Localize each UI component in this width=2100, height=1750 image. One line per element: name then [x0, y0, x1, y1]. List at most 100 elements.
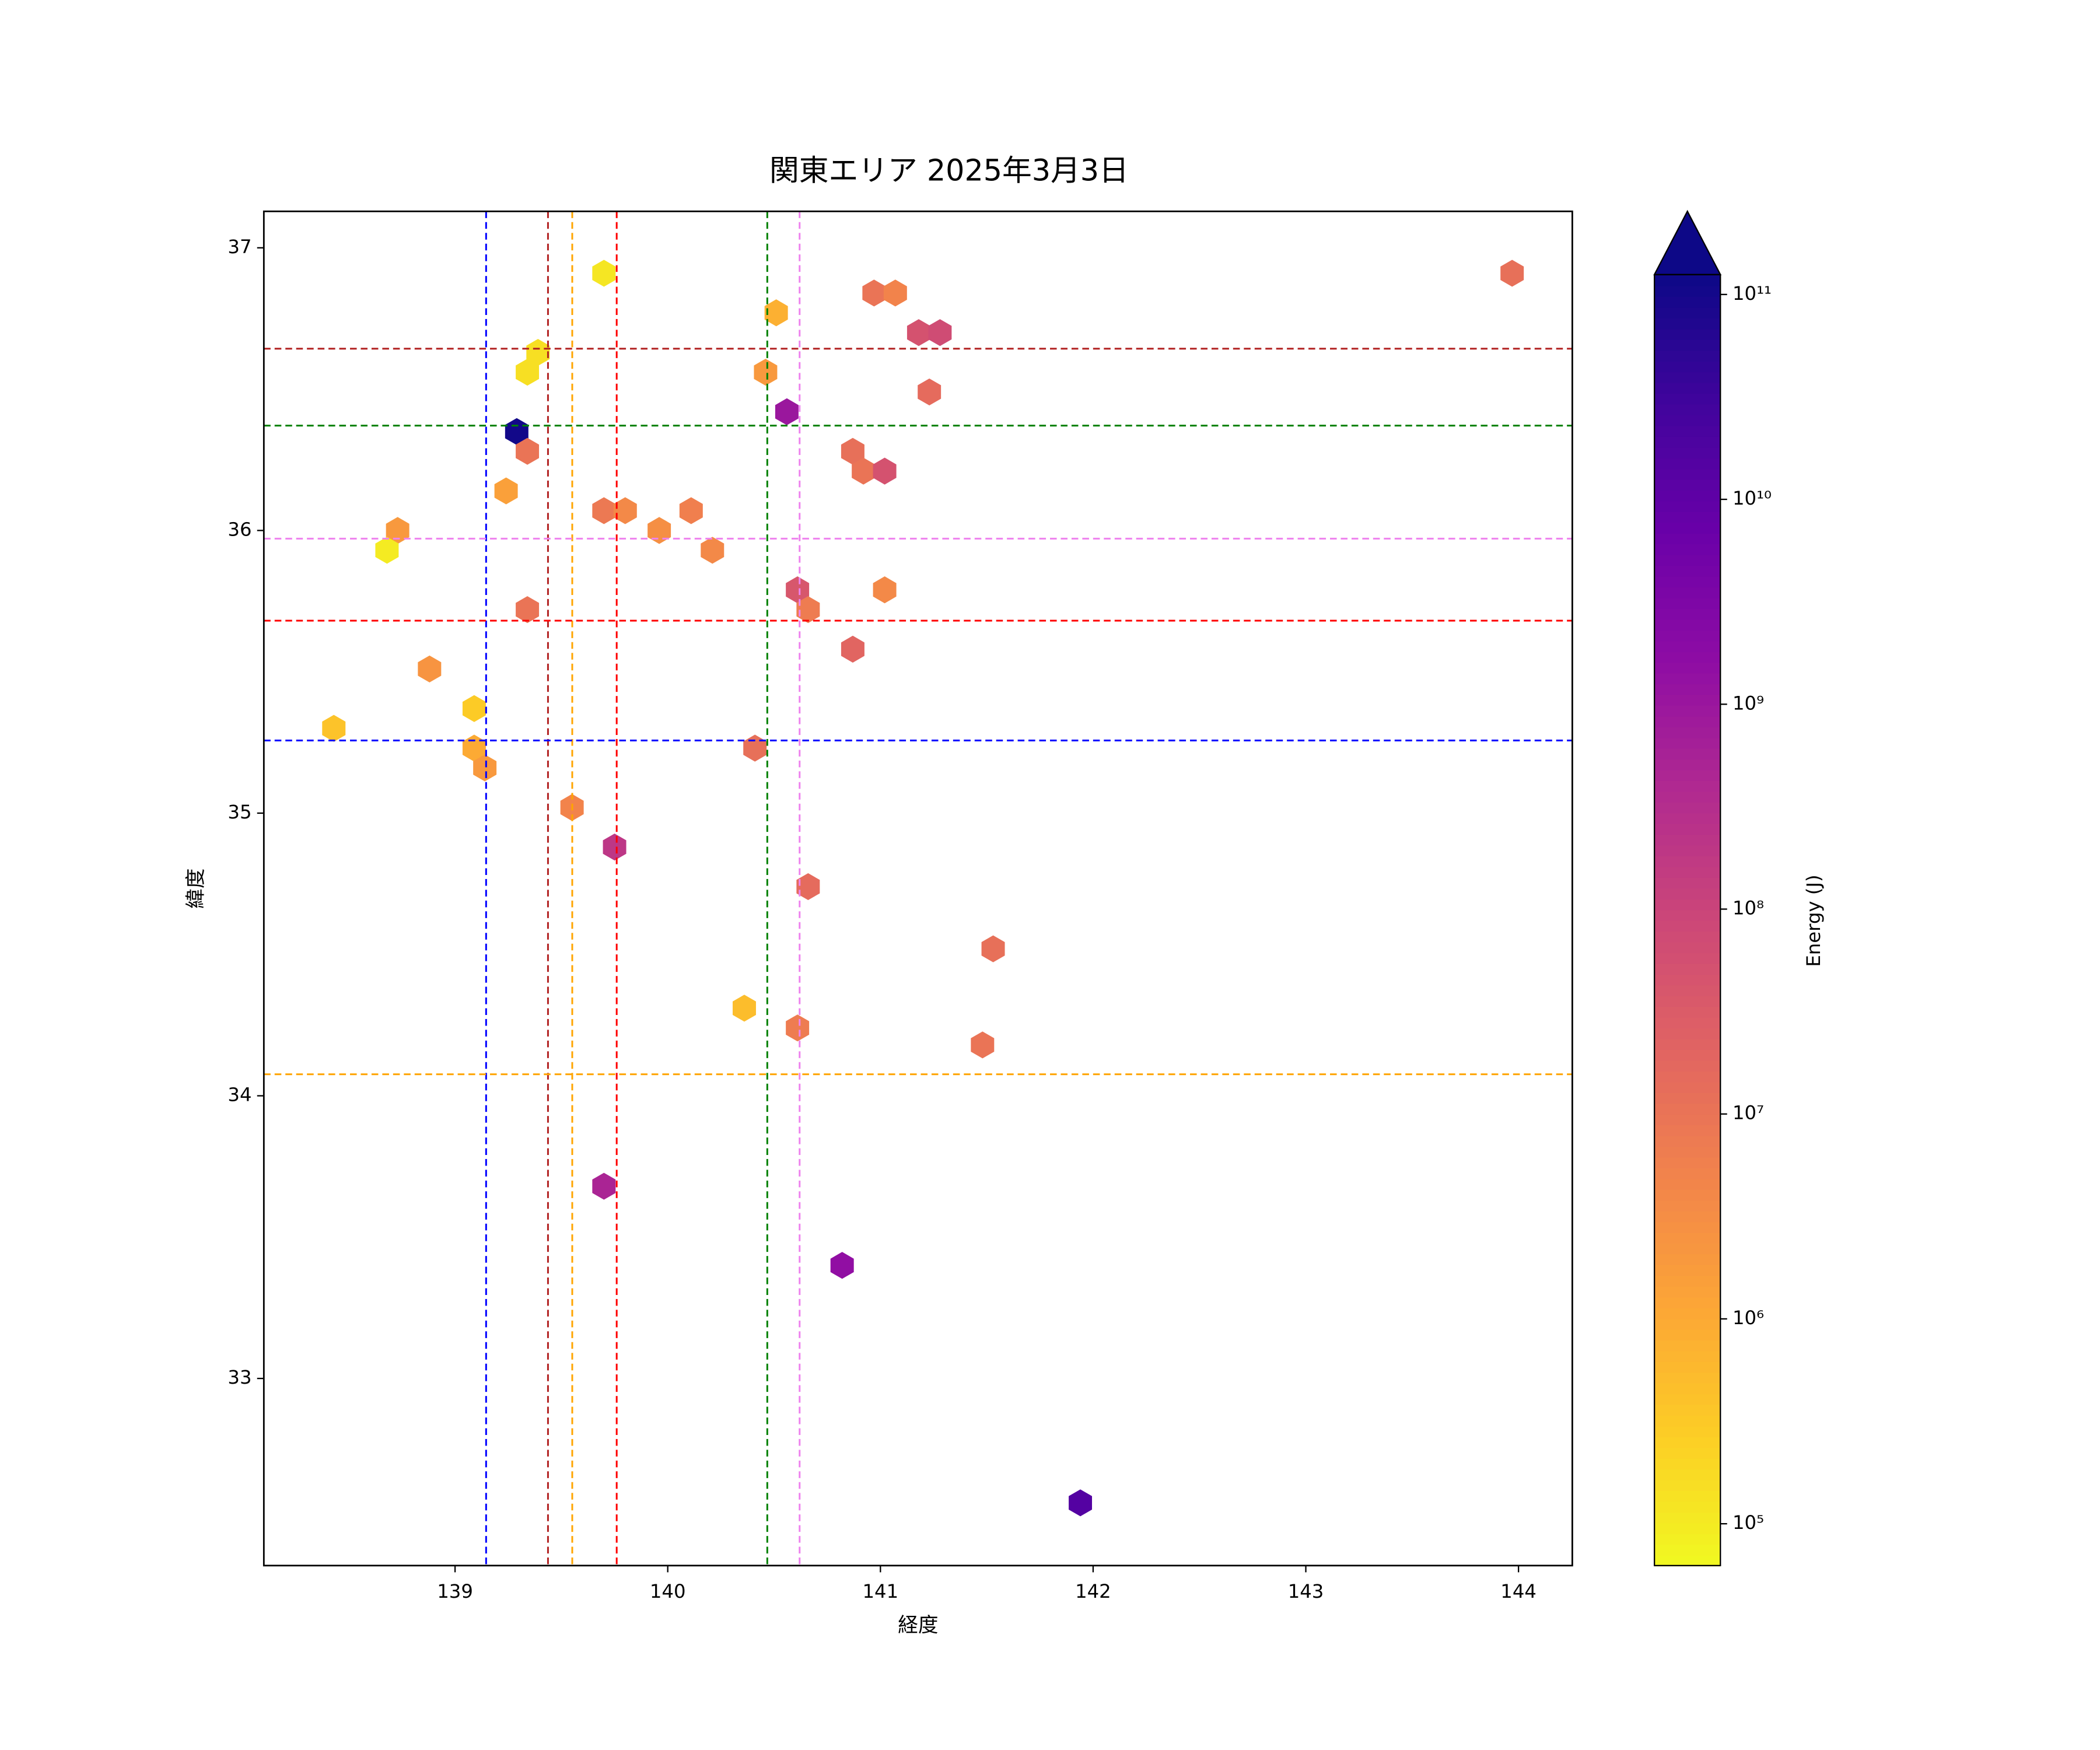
colorbar-segment	[1654, 1264, 1721, 1276]
colorbar-tick-label: 10⁶	[1732, 1307, 1764, 1329]
colorbar-segment	[1654, 930, 1721, 943]
colorbar-segment	[1654, 317, 1721, 330]
x-tick-label: 144	[1500, 1580, 1536, 1602]
hexbin-cell	[648, 517, 671, 544]
colorbar-tick-label: 10⁸	[1732, 897, 1764, 919]
colorbar-segment	[1654, 791, 1721, 803]
colorbar-segment	[1654, 1318, 1721, 1330]
colorbar-segment	[1654, 952, 1721, 964]
colorbar-segment	[1654, 1307, 1721, 1320]
hexbin-cell	[796, 873, 820, 901]
colorbar-segment	[1654, 898, 1721, 911]
x-tick-label: 140	[650, 1580, 686, 1602]
colorbar-segment	[1654, 920, 1721, 932]
colorbar-segment	[1654, 758, 1721, 771]
colorbar-segment	[1654, 328, 1721, 340]
colorbar-segment	[1654, 1275, 1721, 1287]
hexbin-cell	[1500, 260, 1524, 287]
colorbar-segment	[1654, 877, 1721, 889]
colorbar-segment	[1654, 1060, 1721, 1072]
colorbar-segment	[1654, 823, 1721, 835]
colorbar-segment	[1654, 942, 1721, 954]
colorbar-segment	[1654, 533, 1721, 545]
hexbin-cell	[775, 398, 799, 425]
colorbar-segment	[1654, 1017, 1721, 1029]
colorbar-segment	[1654, 1092, 1721, 1104]
colorbar-label: Energy (J)	[1803, 874, 1825, 967]
x-tick-label: 142	[1075, 1580, 1111, 1602]
colorbar-segment	[1654, 1479, 1721, 1492]
colorbar-segment	[1654, 414, 1721, 426]
colorbar-segment	[1654, 1242, 1721, 1255]
colorbar-segment	[1654, 1038, 1721, 1050]
colorbar-tick-label: 10⁷	[1732, 1102, 1764, 1124]
colorbar-segment	[1654, 285, 1721, 298]
colorbar-segment	[1654, 683, 1721, 695]
colorbar-segment	[1654, 489, 1721, 502]
hexbin-cell	[592, 260, 616, 287]
colorbar-segment	[1654, 887, 1721, 900]
y-tick-label: 37	[228, 236, 251, 258]
hexbin-cell	[830, 1252, 854, 1279]
hexbin-cell	[1069, 1489, 1093, 1517]
hexbin-cell	[679, 497, 703, 524]
colorbar-segment	[1654, 1178, 1721, 1190]
colorbar-segment	[1654, 1544, 1721, 1556]
colorbar-segment	[1654, 737, 1721, 749]
hexbin-cell	[462, 734, 486, 762]
colorbar-segment	[1654, 371, 1721, 383]
colorbar-segment	[1654, 274, 1721, 286]
colorbar-segment	[1654, 339, 1721, 351]
colorbar-segment	[1654, 629, 1721, 642]
colorbar-segment	[1654, 1006, 1721, 1018]
y-tick-label: 35	[228, 801, 251, 823]
chart-title: 関東エリア 2025年3月3日	[769, 153, 1129, 187]
colorbar-segment	[1654, 296, 1721, 308]
hexbin-cell	[743, 734, 767, 762]
hexbin-cell	[592, 1172, 616, 1200]
colorbar-segment	[1654, 307, 1721, 318]
colorbar-segment	[1654, 479, 1721, 491]
colorbar-segment	[1654, 1415, 1721, 1427]
colorbar-segment	[1654, 1468, 1721, 1480]
colorbar-segment	[1654, 522, 1721, 534]
colorbar-segment	[1654, 1382, 1721, 1395]
colorbar-segment	[1654, 1157, 1721, 1168]
colorbar-segment	[1654, 511, 1721, 523]
colorbar-segment	[1654, 618, 1721, 631]
colorbar-segment	[1654, 715, 1721, 727]
colorbar-segment	[1654, 1102, 1721, 1115]
hexbin-cell	[732, 995, 756, 1022]
colorbar-segment	[1654, 1447, 1721, 1459]
colorbar-segment	[1654, 963, 1721, 975]
colorbar-segment	[1654, 1511, 1721, 1524]
colorbar-segment	[1654, 1124, 1721, 1136]
hexbin-cell	[907, 319, 930, 346]
hexbin-cell	[852, 457, 876, 485]
colorbar-segment	[1654, 1339, 1721, 1352]
colorbar-segment	[1654, 1114, 1721, 1126]
colorbar-segment	[1654, 1070, 1721, 1083]
colorbar-segment	[1654, 1081, 1721, 1093]
colorbar-segment	[1654, 1371, 1721, 1384]
colorbar-segment	[1654, 1361, 1721, 1373]
colorbar-segment	[1654, 1199, 1721, 1212]
colorbar-segment	[1654, 1404, 1721, 1416]
hexbin-cell	[613, 497, 637, 524]
colorbar-segment	[1654, 855, 1721, 867]
colorbar-segment	[1654, 1490, 1721, 1502]
colorbar-segment	[1654, 608, 1721, 620]
hexbin-cell	[462, 695, 486, 722]
colorbar-tick-label: 10¹¹	[1732, 282, 1772, 304]
x-axis-label: 経度	[898, 1614, 938, 1637]
colorbar-segment	[1654, 673, 1721, 684]
colorbar-segment	[1654, 834, 1721, 846]
hexbin-cell	[473, 754, 497, 782]
hexbin-cell	[764, 299, 788, 327]
y-tick-label: 33	[228, 1366, 251, 1388]
colorbar-segment	[1654, 468, 1721, 480]
colorbar-segment	[1654, 974, 1721, 986]
colorbar-tick-label: 10⁹	[1732, 692, 1764, 714]
